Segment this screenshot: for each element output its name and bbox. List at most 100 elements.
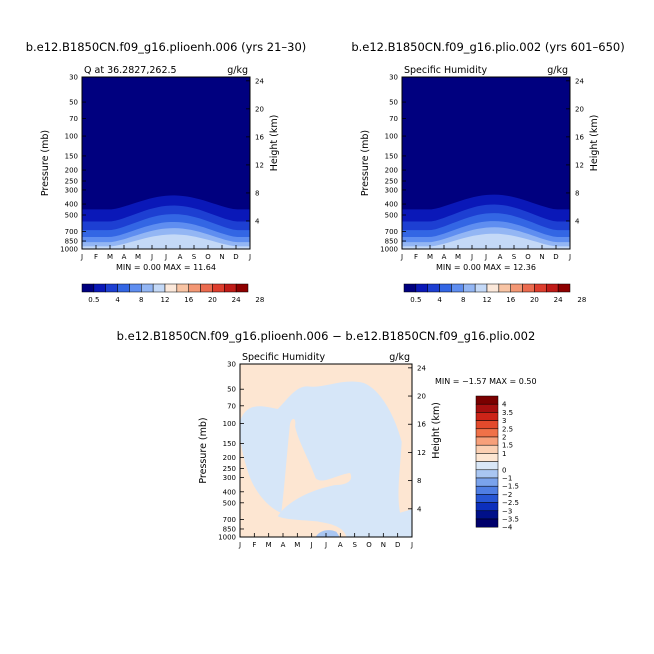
colorbar-swatch xyxy=(475,510,499,520)
colorbar-swatch xyxy=(475,494,499,503)
month-tick-label: N xyxy=(219,253,224,261)
height-tick-label: 20 xyxy=(417,393,426,401)
month-tick-label: J xyxy=(238,541,241,549)
pressure-tick-label: 70 xyxy=(227,402,236,410)
month-tick-label: M xyxy=(135,253,141,261)
pressure-tick-label: 150 xyxy=(385,152,398,160)
pressure-tick-label: 300 xyxy=(385,186,398,194)
y2-axis-label: Height (km) xyxy=(269,115,280,172)
height-tick-label: 16 xyxy=(575,133,584,141)
pressure-tick-label: 150 xyxy=(223,440,236,448)
colorbar-label: 28 xyxy=(255,296,264,304)
pressure-tick-label: 400 xyxy=(385,201,398,209)
height-tick-label: 20 xyxy=(575,105,584,113)
pressure-tick-label: 400 xyxy=(223,488,236,496)
month-tick-label: J xyxy=(80,253,83,261)
min-max-readout: MIN = 0.00 MAX = 11.64 xyxy=(116,263,216,272)
pressure-tick-label: 30 xyxy=(389,74,398,82)
height-tick-label: 24 xyxy=(575,77,584,85)
min-max-readout: MIN = −1.57 MAX = 0.50 xyxy=(435,377,537,386)
month-tick-label: S xyxy=(352,541,357,549)
colorbar-label: 4 xyxy=(437,296,442,304)
height-tick-label: 16 xyxy=(417,421,426,429)
month-tick-label: M xyxy=(266,541,272,549)
pressure-tick-label: 50 xyxy=(69,99,78,107)
colorbar-swatch xyxy=(93,283,106,293)
pressure-tick-label: 100 xyxy=(223,420,236,428)
pressure-tick-label: 850 xyxy=(223,525,236,533)
colorbar-label: −2.5 xyxy=(502,499,519,507)
month-tick-label: O xyxy=(366,541,372,549)
month-tick-label: J xyxy=(470,253,473,261)
colorbar-swatch xyxy=(212,283,225,293)
chart-units: g/kg xyxy=(227,65,248,76)
colorbar-label: 1.5 xyxy=(502,442,513,450)
chart-units: g/kg xyxy=(547,65,568,76)
colorbar-label: −4 xyxy=(502,524,513,532)
colorbar-swatch xyxy=(475,436,499,446)
colorbar-swatch xyxy=(522,283,535,293)
colorbar-swatch xyxy=(475,461,499,471)
colorbar-swatch xyxy=(81,283,95,293)
month-tick-label: J xyxy=(310,541,313,549)
month-tick-label: A xyxy=(178,253,183,261)
colorbar-label: 0.5 xyxy=(410,296,421,304)
colorbar-swatch xyxy=(105,283,118,293)
colorbar-swatch xyxy=(475,477,499,487)
colorbar-label: 20 xyxy=(530,296,539,304)
height-tick-label: 8 xyxy=(255,189,259,197)
month-tick-label: A xyxy=(122,253,127,261)
colorbar-swatch xyxy=(474,283,488,293)
pressure-tick-label: 200 xyxy=(385,167,398,175)
pressure-tick-label: 250 xyxy=(65,178,78,186)
colorbar-swatch xyxy=(475,420,499,430)
pressure-tick-label: 150 xyxy=(65,152,78,160)
month-tick-label: J xyxy=(150,253,153,261)
month-tick-label: O xyxy=(525,253,531,261)
colorbar-swatch xyxy=(475,502,499,512)
colorbar-label: 12 xyxy=(161,296,170,304)
colorbar-label: 0.5 xyxy=(88,296,99,304)
height-tick-label: 24 xyxy=(417,364,426,372)
colorbar-swatch xyxy=(475,403,499,413)
contour-field xyxy=(82,77,250,249)
contour-field xyxy=(402,77,570,249)
month-tick-label: S xyxy=(192,253,197,261)
panel-difference: 3050701001502002503004005007008501000242… xyxy=(117,329,537,549)
month-tick-label: M xyxy=(427,253,433,261)
colorbar-swatch xyxy=(117,283,130,293)
pressure-tick-label: 1000 xyxy=(218,534,236,542)
colorbar-swatch xyxy=(475,428,499,438)
colorbar-label: 24 xyxy=(554,296,563,304)
month-tick-label: J xyxy=(400,253,403,261)
pressure-tick-label: 850 xyxy=(385,238,398,246)
colorbar-swatch xyxy=(486,283,500,293)
month-tick-label: D xyxy=(553,253,558,261)
pressure-tick-label: 300 xyxy=(223,474,236,482)
colorbar-label: 24 xyxy=(232,296,241,304)
colorbar-swatch xyxy=(475,395,499,405)
month-tick-label: F xyxy=(94,253,98,261)
pressure-tick-label: 30 xyxy=(69,74,78,82)
colorbar-label: 1 xyxy=(502,450,506,458)
pressure-tick-label: 50 xyxy=(227,386,236,394)
colorbar-label: 0 xyxy=(502,466,506,474)
y2-axis-label: Height (km) xyxy=(431,402,442,459)
height-tick-label: 24 xyxy=(255,77,264,85)
pressure-tick-label: 250 xyxy=(223,465,236,473)
colorbar-label: 3 xyxy=(502,417,506,425)
colorbar-swatch xyxy=(475,444,499,454)
pressure-tick-label: 70 xyxy=(69,115,78,123)
colorbar-label: −2 xyxy=(502,491,512,499)
month-tick-label: J xyxy=(164,253,167,261)
pressure-tick-label: 100 xyxy=(65,133,78,141)
colorbar-label: 2.5 xyxy=(502,425,513,433)
height-tick-label: 8 xyxy=(417,477,421,485)
colorbar-label: 12 xyxy=(483,296,492,304)
contour-band xyxy=(315,530,340,537)
month-tick-label: J xyxy=(484,253,487,261)
height-tick-label: 12 xyxy=(417,449,426,457)
colorbar-swatch xyxy=(546,283,559,293)
